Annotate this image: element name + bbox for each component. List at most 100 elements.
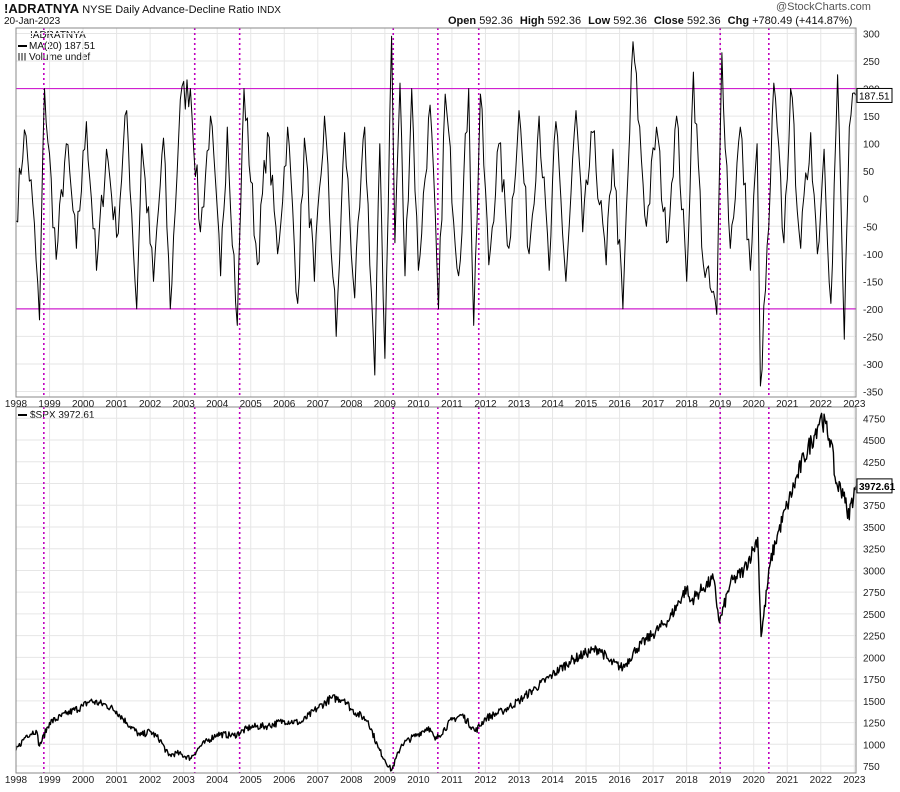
- y-tick-label: 1000: [863, 740, 886, 751]
- x-tick-label: 2011: [441, 775, 463, 786]
- x-tick-label: 2009: [374, 775, 397, 786]
- x-tick-label: 2009: [374, 399, 397, 410]
- y-tick-label: 3000: [863, 566, 886, 577]
- x-tick-label: 2018: [676, 775, 699, 786]
- x-tick-label: 2005: [240, 399, 263, 410]
- x-tick-label: 2021: [776, 775, 799, 786]
- x-tick-label: 2018: [676, 399, 699, 410]
- y-tick-label: 3750: [863, 501, 886, 512]
- x-tick-label: 2008: [340, 399, 363, 410]
- legend-ma-text: MA(20) 187.51: [29, 41, 96, 52]
- y-tick-label: 3250: [863, 545, 886, 556]
- x-tick-label: 2010: [407, 399, 430, 410]
- y-tick-label: 0: [863, 195, 869, 206]
- y-tick-label: 1250: [863, 719, 886, 730]
- last-value-text: 187.51: [859, 91, 890, 102]
- close-label: Close: [653, 15, 684, 27]
- x-tick-label: 2003: [173, 399, 196, 410]
- bottom-legend: $SPX 3972.61: [18, 410, 95, 421]
- top-legend: !ADRATNYA MA(20) 187.51 Volume undef: [18, 30, 95, 63]
- ohlc-readout: Open 592.36 High 592.36 Low 592.36 Close…: [448, 15, 852, 27]
- chg-value: +780.49 (+414.87%): [752, 15, 853, 27]
- legend-volume-text: Volume undef: [29, 52, 91, 63]
- x-tick-label: 1999: [38, 775, 61, 786]
- x-tick-label: 2011: [441, 399, 463, 410]
- x-tick-label: 2003: [173, 775, 196, 786]
- series-layer: [15, 35, 857, 772]
- x-tick-label: 1999: [38, 399, 61, 410]
- high-value: 592.36: [547, 15, 582, 27]
- low-value: 592.36: [613, 15, 647, 27]
- x-tick-label: 2014: [541, 775, 564, 786]
- y-tick-label: 2500: [863, 610, 886, 621]
- x-tick-label: 2000: [72, 775, 95, 786]
- x-tick-label: 2022: [810, 399, 833, 410]
- x-tick-label: 2019: [709, 399, 732, 410]
- x-tick-label: 2012: [474, 399, 497, 410]
- x-tick-label: 2022: [810, 775, 833, 786]
- chg-label: Chg: [727, 15, 750, 27]
- x-tick-label: 1998: [5, 775, 28, 786]
- y-tick-label: 250: [863, 57, 880, 68]
- open-value: 592.36: [479, 15, 513, 27]
- last-value-tag: [856, 87, 893, 103]
- x-tick-label: 2015: [575, 775, 598, 786]
- y-tick-label: 2250: [863, 632, 886, 643]
- y-tick-label: -250: [863, 332, 883, 343]
- legend-ma: MA(20) 187.51: [18, 41, 95, 52]
- legend-symbol: !ADRATNYA: [30, 30, 86, 41]
- volume-bars-icon: [18, 53, 27, 62]
- x-tick-label: 2015: [575, 399, 598, 410]
- legend-spx-text: $SPX 3972.61: [30, 410, 95, 421]
- y-tick-label: -350: [863, 387, 883, 398]
- y-tick-label: 100: [863, 140, 880, 151]
- x-tick-label: 2014: [541, 399, 564, 410]
- x-tick-label: 2005: [240, 775, 263, 786]
- y-tick-label: 4750: [863, 414, 886, 425]
- y-tick-label: 750: [863, 762, 880, 773]
- y-tick-label: -50: [863, 222, 878, 233]
- legend-volume: Volume undef: [18, 52, 95, 63]
- x-tick-label: 2016: [608, 399, 631, 410]
- x-tick-label: 2010: [407, 775, 430, 786]
- x-tick-label: 2001: [105, 399, 128, 410]
- date-label: 20-Jan-2023: [4, 16, 61, 27]
- x-tick-label: 2002: [139, 775, 162, 786]
- x-tick-label: 2004: [206, 399, 229, 410]
- y-tick-label: 2000: [863, 653, 886, 664]
- x-tick-label: 2017: [642, 399, 665, 410]
- x-tick-label: 2000: [72, 399, 95, 410]
- x-tick-label: 2008: [340, 775, 363, 786]
- symbol-label: !ADRATNYA: [4, 1, 80, 16]
- x-tick-label: 2006: [273, 775, 296, 786]
- y-tick-label: -100: [863, 250, 883, 261]
- y-tick-label: 50: [863, 167, 875, 178]
- watermark: @StockCharts.com: [776, 1, 871, 13]
- x-tick-label: 2013: [508, 399, 531, 410]
- series-line: [15, 412, 857, 772]
- x-tick-label: 2006: [273, 399, 296, 410]
- x-tick-label: 2012: [474, 775, 497, 786]
- y-tick-label: 2750: [863, 588, 886, 599]
- x-tick-label: 2007: [307, 775, 330, 786]
- x-tick-label: 2020: [743, 399, 766, 410]
- x-tick-label: 1998: [5, 399, 28, 410]
- y-tick-label: 1750: [863, 675, 886, 686]
- low-label: Low: [588, 15, 611, 27]
- index-name: NYSE Daily Advance-Decline Ratio: [82, 4, 254, 16]
- x-tick-label: 2004: [206, 775, 229, 786]
- panel-frame: [15, 27, 857, 398]
- panel-frame: [15, 406, 857, 774]
- x-tick-label: 2002: [139, 399, 162, 410]
- x-tick-label: 2007: [307, 399, 330, 410]
- last-value-tags-layer: 187.51 3972.61: [856, 87, 896, 494]
- panel-frames-layer: [15, 27, 857, 774]
- x-tick-label: 2020: [743, 775, 766, 786]
- x-tick-label: 2016: [608, 775, 631, 786]
- y-tick-label: 1500: [863, 697, 886, 708]
- x-tick-label: 2013: [508, 775, 531, 786]
- legend-spx-swatch: [18, 414, 27, 417]
- x-tick-label: 2019: [709, 775, 732, 786]
- y-tick-label: 4500: [863, 436, 886, 447]
